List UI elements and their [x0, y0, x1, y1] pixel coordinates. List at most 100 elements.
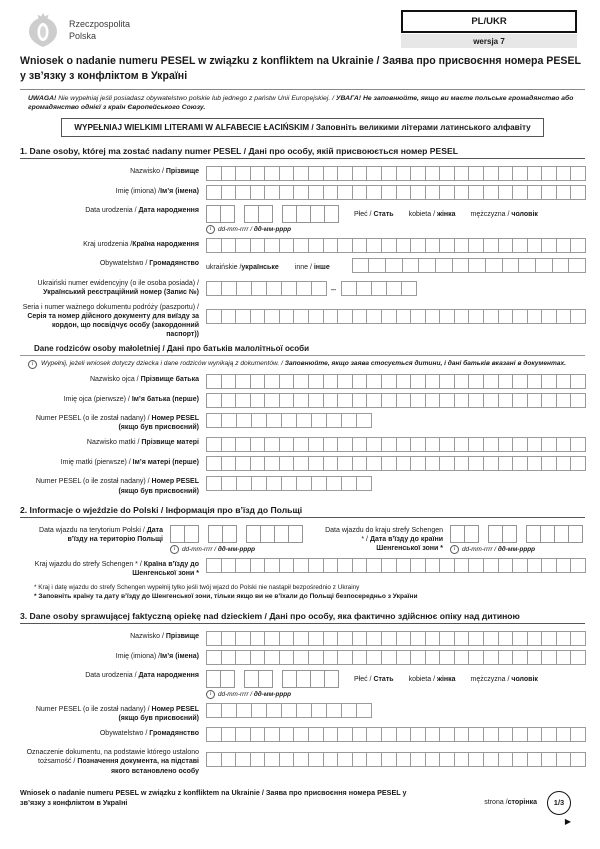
char-cell[interactable] [308, 630, 324, 646]
char-cell[interactable] [341, 703, 357, 719]
char-cell[interactable] [555, 393, 572, 409]
char-cell[interactable] [512, 373, 528, 389]
char-cell[interactable] [555, 751, 572, 767]
char-cell[interactable] [264, 238, 280, 254]
char-cell[interactable] [366, 309, 382, 325]
char-cell[interactable] [310, 204, 325, 223]
char-cell[interactable] [451, 257, 470, 273]
char-cell[interactable] [366, 373, 382, 389]
char-cell[interactable] [293, 238, 310, 254]
char-cell[interactable] [395, 630, 412, 646]
char-cell[interactable] [220, 185, 237, 201]
char-cell[interactable] [518, 257, 536, 273]
char-cell[interactable] [278, 165, 295, 181]
char-cell[interactable] [570, 165, 587, 181]
char-cell[interactable] [380, 558, 397, 574]
char-cell[interactable] [424, 650, 441, 666]
char-cell[interactable] [264, 558, 280, 574]
char-cell[interactable] [251, 475, 267, 491]
char-cell[interactable] [439, 185, 455, 201]
char-cell[interactable] [512, 650, 528, 666]
char-cell[interactable] [206, 204, 221, 223]
char-cell[interactable] [541, 238, 557, 254]
char-cell[interactable] [266, 703, 282, 719]
char-cell[interactable] [380, 373, 397, 389]
char-cell[interactable] [410, 393, 426, 409]
char-cell[interactable] [468, 650, 484, 666]
char-cell[interactable] [206, 703, 222, 719]
char-cell[interactable] [551, 257, 570, 273]
char-cell[interactable] [526, 630, 543, 646]
char-cell[interactable] [293, 630, 310, 646]
char-cell[interactable] [482, 309, 499, 325]
char-cell[interactable] [497, 436, 514, 452]
char-cell[interactable] [249, 751, 266, 767]
char-cell[interactable] [453, 650, 470, 666]
char-cell[interactable] [468, 393, 484, 409]
char-cell[interactable] [541, 165, 557, 181]
char-cell[interactable] [497, 727, 514, 743]
char-cell[interactable] [570, 630, 587, 646]
char-cell[interactable] [293, 393, 310, 409]
char-cell[interactable] [322, 393, 339, 409]
char-cell[interactable] [206, 412, 222, 428]
char-cell[interactable] [482, 238, 499, 254]
char-cell[interactable] [337, 373, 353, 389]
char-cell[interactable] [497, 393, 514, 409]
char-cell[interactable] [512, 185, 528, 201]
char-cell[interactable] [410, 727, 426, 743]
char-cell[interactable] [235, 309, 251, 325]
char-cell[interactable] [220, 669, 235, 688]
char-cell[interactable] [264, 393, 280, 409]
char-cell[interactable] [351, 650, 368, 666]
char-cell[interactable] [410, 751, 426, 767]
char-cell[interactable] [249, 309, 266, 325]
char-cell[interactable] [512, 436, 528, 452]
char-cell[interactable] [278, 436, 295, 452]
char-cell[interactable] [246, 524, 261, 543]
char-cell[interactable] [293, 373, 310, 389]
char-cell[interactable] [424, 238, 441, 254]
char-cell[interactable] [337, 393, 353, 409]
char-cell[interactable] [296, 412, 312, 428]
option-citizenship-other[interactable]: inne / інше [294, 263, 330, 271]
char-cell[interactable] [482, 456, 499, 472]
char-cell[interactable] [221, 412, 237, 428]
char-cell[interactable] [206, 751, 222, 767]
char-cell[interactable] [278, 373, 295, 389]
char-cell[interactable] [512, 309, 528, 325]
char-cell[interactable] [249, 436, 266, 452]
char-cell[interactable] [541, 630, 557, 646]
char-cell[interactable] [322, 373, 339, 389]
char-cell[interactable] [568, 524, 583, 543]
char-cell[interactable] [497, 238, 514, 254]
char-cell[interactable] [555, 238, 572, 254]
char-cell[interactable] [235, 185, 251, 201]
char-cell[interactable] [266, 281, 282, 297]
char-cell[interactable] [526, 650, 543, 666]
char-cell[interactable] [249, 238, 266, 254]
char-cell[interactable] [555, 727, 572, 743]
char-cell[interactable] [264, 650, 280, 666]
char-cell[interactable] [555, 165, 572, 181]
char-cell[interactable] [351, 373, 368, 389]
char-cell[interactable] [337, 238, 353, 254]
char-cell[interactable] [264, 630, 280, 646]
char-cell[interactable] [386, 281, 403, 297]
char-cell[interactable] [351, 558, 368, 574]
char-cell[interactable] [206, 669, 221, 688]
char-cell[interactable] [380, 751, 397, 767]
char-cell[interactable] [468, 630, 484, 646]
char-cell[interactable] [235, 456, 251, 472]
char-cell[interactable] [337, 650, 353, 666]
char-cell[interactable] [570, 558, 587, 574]
char-cell[interactable] [568, 257, 586, 273]
char-cell[interactable] [249, 373, 266, 389]
char-cell[interactable] [424, 393, 441, 409]
char-cell[interactable] [249, 393, 266, 409]
char-cell[interactable] [570, 436, 587, 452]
char-cell[interactable] [278, 727, 295, 743]
char-cell[interactable] [351, 727, 368, 743]
char-cell[interactable] [439, 309, 455, 325]
option-male[interactable]: mężczyzna / чоловік [470, 211, 538, 219]
